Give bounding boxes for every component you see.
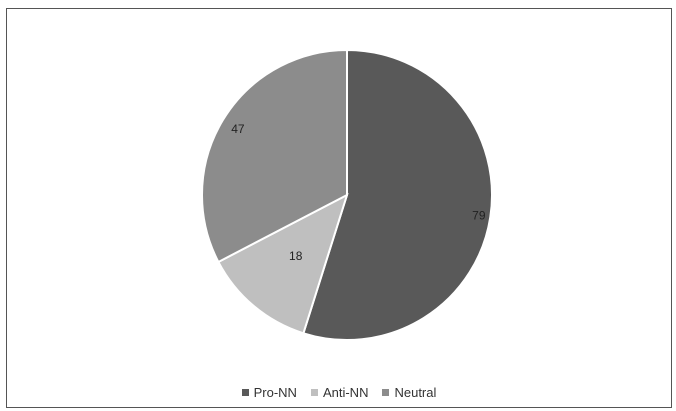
pie-chart: 79 18 47	[201, 48, 493, 341]
legend-label: Anti-NN	[322, 385, 369, 400]
legend: Pro-NN Anti-NN Neutral	[7, 385, 671, 400]
pie-slice-neutral	[201, 48, 348, 264]
pie-slice-pro-nn	[302, 48, 493, 341]
legend-label: Neutral	[394, 385, 437, 400]
pie-slice-anti-nn	[217, 192, 349, 335]
data-label-anti-nn: 18	[289, 249, 303, 263]
chart-area: 79 18 47 Pro-NN Anti-NN Neutral	[6, 8, 672, 408]
legend-item-pro-nn: Pro-NN	[241, 385, 297, 400]
legend-swatch	[310, 389, 318, 396]
legend-item-anti-nn: Anti-NN	[310, 385, 369, 400]
data-label-neutral: 47	[231, 122, 245, 136]
data-label-pro-nn: 79	[472, 208, 486, 222]
legend-swatch	[382, 389, 390, 396]
legend-label: Pro-NN	[253, 385, 297, 400]
legend-item-neutral: Neutral	[382, 385, 436, 400]
legend-swatch	[241, 389, 249, 396]
